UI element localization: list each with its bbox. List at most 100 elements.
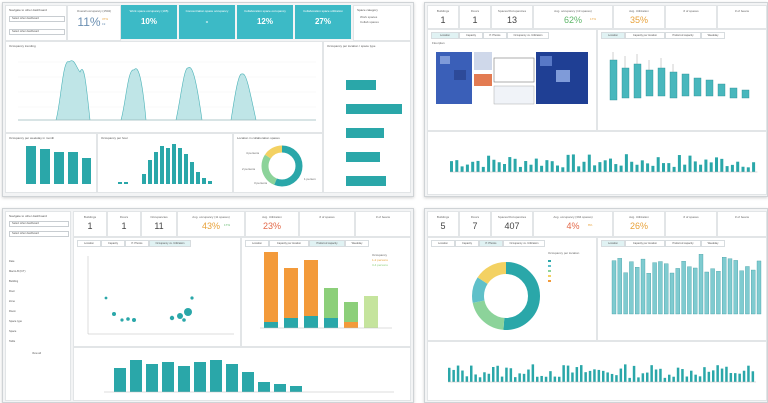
kpi-spaces: Spaces/Occupancies 407 [491, 211, 533, 237]
tab-weekday[interactable]: Weekday [701, 240, 725, 247]
bar [452, 369, 455, 382]
box [722, 257, 727, 315]
floorplan-title: Floorplan [432, 41, 445, 45]
bar [699, 164, 703, 172]
tab-capacity-per-location[interactable]: Capacity per location [625, 240, 665, 247]
trend-area [18, 60, 316, 121]
dashboard-screenshot-2: Buildings 1 Floors 1 Spaces/Occupancies … [424, 2, 768, 197]
tab-capacity[interactable]: Capacity [455, 240, 479, 247]
box [623, 272, 628, 315]
tab-location-right[interactable]: Location [601, 240, 625, 247]
bar [588, 370, 592, 382]
kpi-value: 1 [440, 15, 446, 25]
tab-preferred-capacity[interactable]: Preferred capacity [665, 240, 701, 247]
dashboard-select-2[interactable]: Select other dashboard [9, 29, 65, 35]
kpi-num-spaces: # of spaces [665, 5, 717, 29]
space-category-item[interactable]: Work spaces [360, 15, 378, 19]
box [658, 261, 663, 315]
bar [465, 376, 469, 382]
tab-preferred-capacity[interactable]: Preferred capacity [309, 240, 345, 247]
tab-weekday[interactable]: Weekday [701, 32, 725, 39]
filter-space[interactable]: Space [9, 330, 17, 333]
bar [725, 166, 729, 172]
bar [662, 163, 665, 172]
tab-location[interactable]: Location [431, 32, 459, 39]
kpi-label: # of spaces [683, 215, 699, 219]
bar [558, 376, 561, 382]
box [652, 262, 657, 315]
dashboard-screenshot-4: Buildings 5 Floors 7 Spaces/Occupancies … [424, 208, 768, 403]
box [710, 268, 715, 315]
box [733, 260, 738, 315]
bar [712, 370, 715, 382]
kpi-collab-occupancy: Collaboration space occupancy 12% [237, 5, 293, 39]
chart-title: Location in collaboration spaces [237, 136, 280, 140]
tab-capacity[interactable]: Capacity [459, 32, 483, 39]
dashboard-select-2[interactable]: Select other dashboard [9, 231, 69, 237]
tab-occ-vs-util[interactable]: Occupancy vs. Utilization [149, 240, 191, 247]
tab-photos[interactable]: P. Photos [125, 240, 149, 247]
filter-date[interactable]: Date [9, 260, 15, 263]
kpi-num-beans: # of beans [717, 211, 767, 237]
kpi-label: Avg. occupancy (11 spaces) [192, 215, 230, 219]
filter-space-type[interactable]: Space type [9, 320, 22, 323]
box [635, 267, 640, 315]
tab-occ-vs-util[interactable]: Occupancy vs. Utilization [507, 32, 549, 39]
filter-building[interactable]: Building [9, 280, 19, 283]
kpi-value: 4% [566, 221, 580, 231]
bar [610, 373, 614, 382]
bar [729, 373, 733, 382]
tab-photos[interactable]: P. Photos [483, 32, 507, 39]
kpi-value: 27% [314, 17, 331, 26]
bar [580, 365, 583, 382]
tab-weekday[interactable]: Weekday [345, 240, 369, 247]
filter-room[interactable]: Room [9, 310, 16, 313]
bar [615, 375, 618, 382]
dashboard-select-1[interactable]: Select other dashboard [9, 221, 69, 227]
bar [461, 370, 464, 382]
tab-location-right[interactable]: Location [601, 32, 625, 39]
filter-table[interactable]: Table [9, 340, 16, 343]
tab-preferred-capacity[interactable]: Preferred capacity [665, 32, 701, 39]
chart-title: Occupancy per hour [101, 136, 129, 140]
tab-photos[interactable]: P. Photos [479, 240, 503, 247]
tab-location[interactable]: Location [431, 240, 455, 247]
bar [609, 158, 612, 172]
bar [492, 366, 495, 382]
view-all-button[interactable]: View all [32, 352, 41, 355]
bar [584, 372, 587, 382]
bar [575, 367, 579, 382]
bar [720, 158, 724, 172]
tab-location[interactable]: Location [77, 240, 101, 247]
filter-floor[interactable]: Floor [9, 290, 15, 293]
space-category-item[interactable]: Collab spaces [360, 20, 379, 24]
bar [566, 154, 570, 172]
kpi-work-space: Work space occupancy (195) 10% [121, 5, 177, 39]
bar [500, 376, 504, 382]
kpi-label: Concentration space occupancy [185, 9, 229, 13]
filter-zone[interactable]: Zone [9, 300, 15, 303]
dashboard-select-1[interactable]: Select other dashboard [9, 16, 65, 22]
location-donut-card: Location Capacity P. Photos Occupancy vs… [427, 237, 597, 341]
floorplan-svg [436, 52, 588, 105]
donut-label: 4 persons [246, 151, 260, 155]
tab-capacity[interactable]: Capacity [101, 240, 125, 247]
kpi-label: Work space occupancy (195) [129, 9, 169, 13]
bar [606, 372, 609, 382]
bar [487, 155, 491, 172]
tab-location-right[interactable]: Location [245, 240, 269, 247]
kpi-label: Spaces/Occupancies [497, 9, 527, 13]
bar [503, 164, 506, 172]
tab-occ-vs-util[interactable]: Occupancy vs. Utilization [503, 240, 545, 247]
bar [651, 165, 655, 172]
sidebar-title: Navigate to other dashboard [9, 8, 47, 12]
bar [513, 158, 517, 172]
bar [668, 374, 671, 382]
daily-bars-svg [448, 364, 756, 383]
tab-capacity-per-location[interactable]: Capacity per location [269, 240, 309, 247]
tab-capacity-per-location[interactable]: Capacity per location [625, 32, 665, 39]
kpi-sub-2: 19 [102, 22, 106, 26]
kpi-value: 12% [256, 17, 273, 26]
kpi-value: 1 [121, 221, 127, 231]
filter-macro[interactable]: Macro-B (ICT) [9, 270, 26, 273]
